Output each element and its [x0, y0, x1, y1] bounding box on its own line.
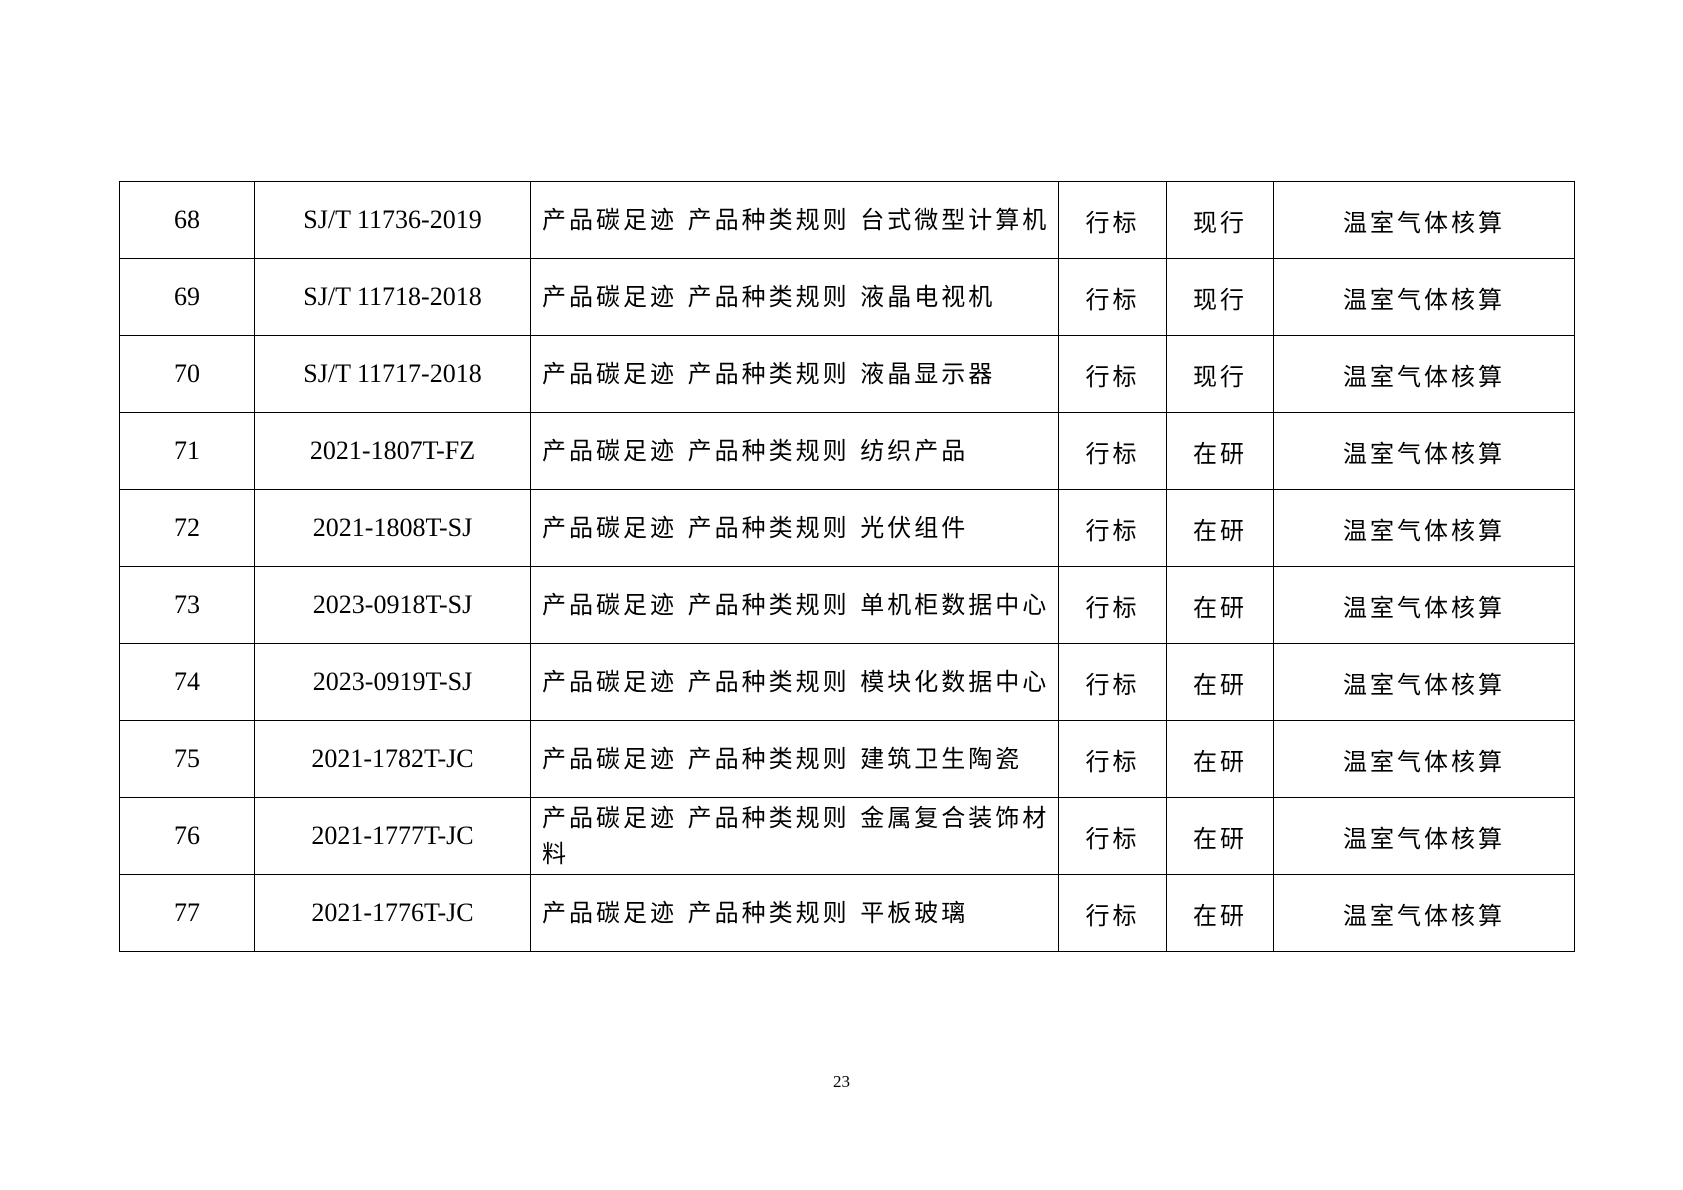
- standard-category: 温室气体核算: [1273, 643, 1575, 721]
- standard-name: 产品碳足迹 产品种类规则 金属复合装饰材料: [530, 797, 1059, 875]
- row-number: 73: [119, 566, 255, 644]
- standard-type: 行标: [1058, 181, 1167, 259]
- standard-name: 产品碳足迹 产品种类规则 建筑卫生陶瓷: [530, 720, 1059, 798]
- standard-type: 行标: [1058, 566, 1167, 644]
- standard-status: 在研: [1166, 720, 1274, 798]
- standard-type: 行标: [1058, 489, 1167, 567]
- row-number: 72: [119, 489, 255, 567]
- table-row: 73 2023-0918T-SJ 产品碳足迹 产品种类规则 单机柜数据中心 行标 在研温…: [119, 566, 1575, 644]
- table-row: 77 2021-1776T-JC 产品碳足迹 产品种类规则 平板玻璃 行标 在研 温室气体…: [119, 874, 1575, 952]
- standards-table: 68 SJ/T 11736-2019 产品碳足迹 产品种类规则 台式微型计算机 行标现…: [119, 181, 1575, 952]
- standard-name: 产品碳足迹 产品种类规则 纺织产品: [530, 412, 1059, 490]
- standard-code: SJ/T 11717-2018: [254, 335, 531, 413]
- standard-code: 2021-1808T-SJ: [254, 489, 531, 567]
- row-number: 69: [119, 258, 255, 336]
- table-row: 68 SJ/T 11736-2019 产品碳足迹 产品种类规则 台式微型计算机 行标现…: [119, 181, 1575, 259]
- standard-code: 2023-0919T-SJ: [254, 643, 531, 721]
- standard-category: 温室气体核算: [1273, 412, 1575, 490]
- standard-code: 2021-1776T-JC: [254, 874, 531, 952]
- standard-status: 在研: [1166, 797, 1274, 875]
- row-number: 70: [119, 335, 255, 413]
- standard-code: 2021-1807T-FZ: [254, 412, 531, 490]
- standard-status: 现行: [1166, 181, 1274, 259]
- row-number: 71: [119, 412, 255, 490]
- table-row: 71 2021-1807T-FZ 产品碳足迹 产品种类规则 纺织产品 行标 在研 温室气体…: [119, 412, 1575, 490]
- row-number: 75: [119, 720, 255, 798]
- table-row: 74 2023-0919T-SJ 产品碳足迹 产品种类规则 模块化数据中心 行标 在研温…: [119, 643, 1575, 721]
- page-number: 23: [833, 1072, 850, 1091]
- standard-name: 产品碳足迹 产品种类规则 台式微型计算机: [530, 181, 1059, 259]
- standard-type: 行标: [1058, 797, 1167, 875]
- standard-code: SJ/T 11718-2018: [254, 258, 531, 336]
- table-row: 76 2021-1777T-JC 产品碳足迹 产品种类规则 金属复合装饰材料 行标 在研…: [119, 797, 1575, 875]
- standard-code: 2023-0918T-SJ: [254, 566, 531, 644]
- standard-status: 在研: [1166, 412, 1274, 490]
- row-number: 76: [119, 797, 255, 875]
- standard-status: 在研: [1166, 874, 1274, 952]
- standard-code: 2021-1777T-JC: [254, 797, 531, 875]
- standard-type: 行标: [1058, 335, 1167, 413]
- standard-type: 行标: [1058, 874, 1167, 952]
- standard-category: 温室气体核算: [1273, 720, 1575, 798]
- standard-status: 在研: [1166, 489, 1274, 567]
- standard-status: 在研: [1166, 643, 1274, 721]
- standard-type: 行标: [1058, 258, 1167, 336]
- standard-code: 2021-1782T-JC: [254, 720, 531, 798]
- standard-category: 温室气体核算: [1273, 258, 1575, 336]
- standard-category: 温室气体核算: [1273, 797, 1575, 875]
- standard-name: 产品碳足迹 产品种类规则 单机柜数据中心: [530, 566, 1059, 644]
- standard-name: 产品碳足迹 产品种类规则 平板玻璃: [530, 874, 1059, 952]
- standard-status: 现行: [1166, 335, 1274, 413]
- row-number: 74: [119, 643, 255, 721]
- table-row: 69 SJ/T 11718-2018 产品碳足迹 产品种类规则 液晶电视机 行标 现行温…: [119, 258, 1575, 336]
- standard-type: 行标: [1058, 720, 1167, 798]
- standard-name: 产品碳足迹 产品种类规则 液晶电视机: [530, 258, 1059, 336]
- standard-type: 行标: [1058, 412, 1167, 490]
- standard-status: 在研: [1166, 566, 1274, 644]
- row-number: 68: [119, 181, 255, 259]
- standard-category: 温室气体核算: [1273, 566, 1575, 644]
- standard-category: 温室气体核算: [1273, 489, 1575, 567]
- standard-name: 产品碳足迹 产品种类规则 液晶显示器: [530, 335, 1059, 413]
- table-row: 75 2021-1782T-JC 产品碳足迹 产品种类规则 建筑卫生陶瓷 行标 在研 温室…: [119, 720, 1575, 798]
- standard-category: 温室气体核算: [1273, 335, 1575, 413]
- standard-status: 现行: [1166, 258, 1274, 336]
- standard-code: SJ/T 11736-2019: [254, 181, 531, 259]
- table-row: 70 SJ/T 11717-2018 产品碳足迹 产品种类规则 液晶显示器 行标 现行温…: [119, 335, 1575, 413]
- standard-type: 行标: [1058, 643, 1167, 721]
- standard-category: 温室气体核算: [1273, 874, 1575, 952]
- standard-category: 温室气体核算: [1273, 181, 1575, 259]
- table-row: 72 2021-1808T-SJ 产品碳足迹 产品种类规则 光伏组件 行标 在研 温室气体…: [119, 489, 1575, 567]
- standard-name: 产品碳足迹 产品种类规则 光伏组件: [530, 489, 1059, 567]
- row-number: 77: [119, 874, 255, 952]
- standard-name: 产品碳足迹 产品种类规则 模块化数据中心: [530, 643, 1059, 721]
